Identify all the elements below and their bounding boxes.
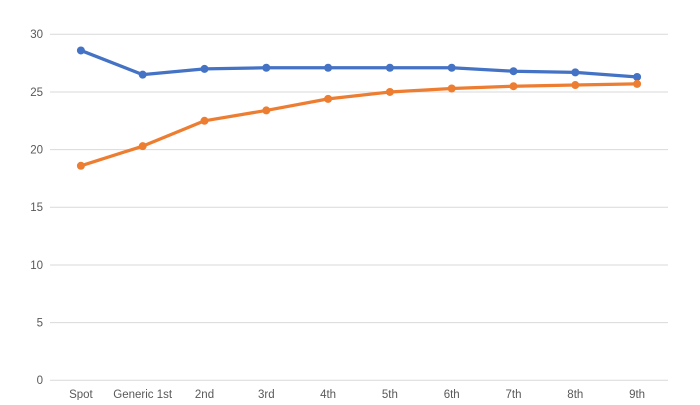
x-tick-label: 6th <box>444 389 460 400</box>
data-point-marker <box>509 82 518 91</box>
data-point-marker <box>262 63 271 72</box>
data-point-marker <box>447 84 456 93</box>
series-line-2 <box>79 82 639 168</box>
x-tick-label: 8th <box>567 389 583 400</box>
y-tick-label: 5 <box>37 317 43 329</box>
data-point-marker <box>76 161 85 170</box>
x-tick-label: 9th <box>629 389 645 400</box>
data-point-marker <box>200 64 209 73</box>
y-tick-label: 0 <box>37 375 43 387</box>
data-point-marker <box>324 63 333 72</box>
series-line-1 <box>79 48 639 79</box>
data-point-marker <box>571 68 580 77</box>
data-point-marker <box>571 81 580 90</box>
y-tick-label: 15 <box>30 202 43 214</box>
x-tick-label: 7th <box>506 389 522 400</box>
y-tick-label: 30 <box>30 29 43 41</box>
x-tick-label: 5th <box>382 389 398 400</box>
x-tick-label: 3rd <box>258 389 275 400</box>
data-point-marker <box>138 70 147 79</box>
data-point-marker <box>385 63 394 72</box>
data-point-marker <box>76 46 85 55</box>
data-point-marker <box>447 63 456 72</box>
x-tick-label: Spot <box>69 389 93 400</box>
data-point-marker <box>200 116 209 125</box>
data-point-marker <box>138 142 147 151</box>
y-tick-label: 20 <box>30 144 43 156</box>
x-tick-label: 4th <box>320 389 336 400</box>
data-point-marker <box>262 106 271 115</box>
y-tick-label: 25 <box>30 87 43 99</box>
x-tick-label: Generic 1st <box>113 389 173 400</box>
data-point-marker <box>324 94 333 103</box>
data-point-marker <box>633 72 642 81</box>
data-point-marker <box>633 79 642 88</box>
y-tick-label: 10 <box>30 260 43 272</box>
data-point-marker <box>509 67 518 76</box>
data-point-marker <box>385 87 394 96</box>
x-tick-label: 2nd <box>195 389 214 400</box>
